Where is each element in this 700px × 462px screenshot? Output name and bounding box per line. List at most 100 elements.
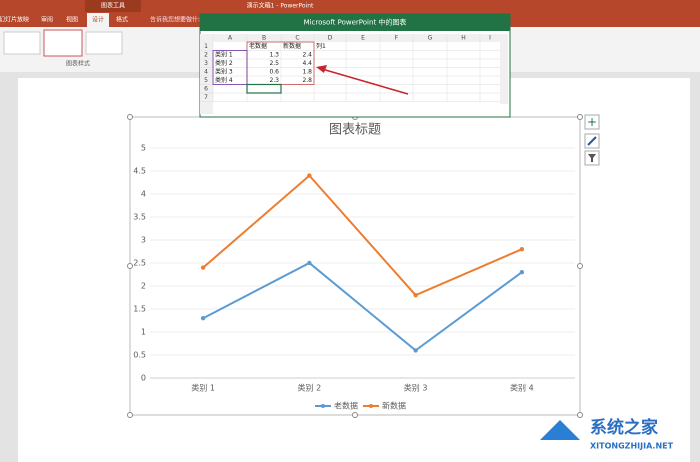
cell: 2.8 (302, 77, 312, 84)
cell: 2.5 (269, 60, 279, 67)
arrow-head (316, 65, 327, 73)
data-point (413, 293, 418, 298)
style-thumb[interactable] (3, 31, 41, 55)
data-point (307, 173, 312, 178)
y-tick-label: 0.5 (133, 351, 146, 360)
chart-buttons: + (584, 114, 600, 166)
series-line (202, 174, 523, 297)
filter-icon (588, 154, 596, 162)
legend-marker (369, 404, 373, 408)
legend-label: 新数据 (382, 401, 406, 411)
y-tick-label: 3 (141, 236, 146, 245)
column-header: D (328, 35, 333, 42)
excel-title: Microsoft PowerPoint 中的图表 (304, 18, 407, 27)
row-header: 4 (204, 69, 208, 76)
cell: 1.3 (269, 52, 279, 59)
data-point (413, 348, 418, 353)
plus-icon: + (587, 115, 597, 129)
row-header: 2 (204, 52, 208, 59)
watermark-logo (540, 420, 580, 440)
cell: 列1 (316, 42, 326, 50)
y-tick-label: 5 (141, 144, 146, 153)
group-label: 图表样式 (66, 60, 90, 68)
column-header: E (361, 35, 365, 42)
style-thumb[interactable] (85, 31, 123, 55)
cell: 类别 1 (215, 51, 233, 59)
ribbon-tab[interactable]: 设计 (92, 16, 104, 24)
resize-handle[interactable] (127, 412, 133, 418)
annotation-arrow (321, 68, 409, 95)
x-tick-label: 类别 4 (510, 383, 534, 393)
data-point (519, 270, 525, 275)
style-thumb[interactable] (43, 29, 83, 57)
chart-title: 图表标题 (329, 123, 381, 138)
resize-handle[interactable] (577, 114, 583, 120)
row-header: 3 (204, 60, 208, 67)
column-header-bar (200, 34, 500, 42)
resize-handle[interactable] (127, 263, 133, 269)
y-tick-label: 4.5 (133, 167, 146, 176)
row-header: 5 (204, 77, 208, 84)
x-tick-label: 类别 1 (191, 383, 215, 393)
row-header-bar (200, 34, 213, 114)
y-tick-label: 2.5 (133, 259, 146, 268)
cell: 2.3 (269, 77, 279, 84)
resize-handle[interactable] (577, 263, 583, 269)
column-header: B (262, 35, 266, 42)
cell: 新数据 (283, 42, 301, 50)
cell: 4.4 (302, 60, 312, 67)
ribbon-tab[interactable]: 格式 (116, 16, 128, 24)
resize-handle[interactable] (352, 412, 358, 418)
column-header: H (461, 35, 466, 42)
window-title: 演示文稿1 - PowerPoint (247, 2, 314, 10)
brush-icon (587, 136, 597, 146)
cell: 类别 4 (215, 76, 233, 84)
y-tick-label: 2 (141, 282, 146, 291)
y-tick-label: 0 (141, 374, 146, 383)
category-range (212, 50, 248, 85)
context-band (85, 0, 141, 12)
add-element-button[interactable] (584, 114, 600, 130)
data-point (307, 260, 312, 266)
watermark-url: XITONGZHIJIA.NET (590, 442, 674, 451)
cell: 1.8 (302, 69, 312, 76)
legend-label: 老数据 (334, 401, 358, 411)
y-tick-label: 4 (141, 190, 146, 199)
x-tick-label: 类别 2 (298, 383, 322, 393)
data-point (200, 316, 206, 321)
ribbon-tab[interactable]: 审阅 (41, 16, 53, 24)
column-header: C (295, 35, 299, 42)
cell: 0.6 (269, 69, 279, 76)
row-header: 6 (204, 86, 208, 93)
y-tick-label: 1.5 (133, 305, 146, 314)
column-header: G (428, 35, 433, 42)
scrollbar (500, 34, 508, 104)
active-tab (87, 13, 109, 27)
column-header: A (228, 35, 233, 42)
cell: 2.4 (302, 52, 312, 59)
context-tab: 图表工具 (101, 2, 125, 10)
cell: 老数据 (249, 42, 267, 50)
watermark-name: 系统之家 (590, 417, 658, 438)
ribbon-tab[interactable]: 视图 (66, 16, 78, 24)
ribbon-tab[interactable]: 幻灯片放映 (0, 16, 29, 24)
resize-handle[interactable] (577, 412, 583, 418)
column-header: F (395, 35, 399, 42)
excel-titlebar (200, 14, 510, 31)
cell: 类别 2 (215, 59, 233, 67)
x-tick-label: 类别 3 (404, 383, 428, 393)
data-point (200, 265, 206, 270)
row-header: 7 (204, 94, 208, 101)
y-tick-label: 1 (141, 328, 146, 337)
row-header: 1 (204, 43, 208, 50)
data-point (519, 247, 525, 252)
active-cell (246, 83, 282, 94)
resize-handle[interactable] (127, 114, 133, 120)
legend-marker (321, 404, 325, 408)
cell: 类别 3 (215, 68, 233, 76)
column-header: I (489, 35, 491, 42)
y-tick-label: 3.5 (133, 213, 146, 222)
search-box[interactable]: 告诉我您想要做什么... (150, 16, 210, 24)
series-line (202, 261, 523, 352)
